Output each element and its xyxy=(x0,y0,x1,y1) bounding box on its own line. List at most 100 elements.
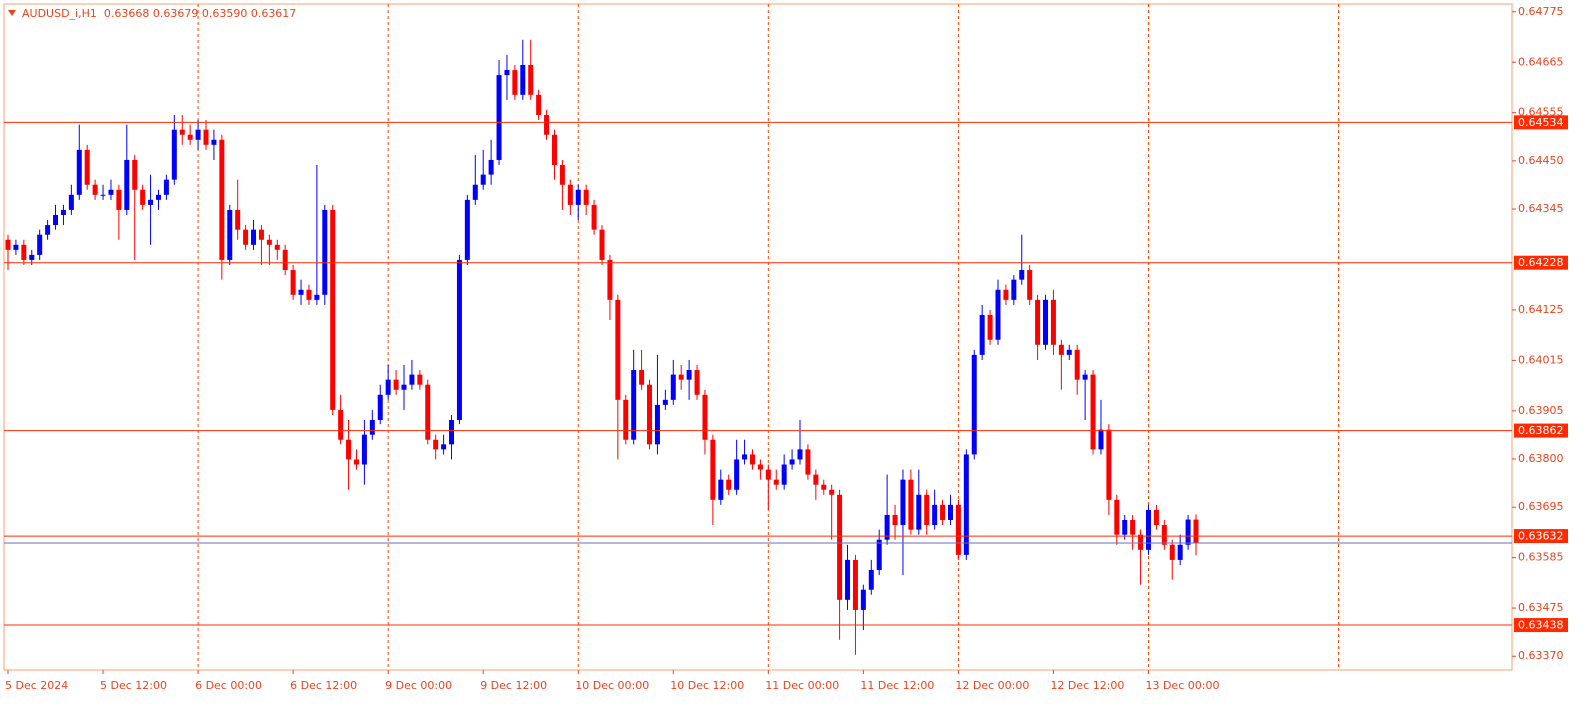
candle-body xyxy=(781,464,787,485)
candle-body xyxy=(647,384,653,445)
x-tick-label: 9 Dec 00:00 xyxy=(385,679,452,692)
candle-body xyxy=(544,115,550,135)
candle-body xyxy=(1035,299,1041,345)
candle-body xyxy=(433,439,439,450)
candle-body xyxy=(559,164,565,185)
candle-body xyxy=(749,454,755,465)
candle-body xyxy=(512,70,518,95)
candle-body xyxy=(1011,279,1017,300)
level-label-box xyxy=(1514,255,1568,270)
candle-body xyxy=(591,204,597,230)
candle-body xyxy=(757,464,763,470)
candle-body xyxy=(718,479,724,500)
candle-body xyxy=(100,194,106,196)
candle-body xyxy=(330,209,336,410)
candle-body xyxy=(1066,349,1072,355)
candle-body xyxy=(1050,299,1056,345)
candle-body xyxy=(211,139,217,145)
candle-body xyxy=(163,179,169,195)
candle-body xyxy=(243,229,249,245)
candle-body xyxy=(227,209,233,260)
candle-body xyxy=(734,459,740,490)
candle-body xyxy=(456,259,462,421)
candle-body xyxy=(821,484,827,490)
candle-body xyxy=(686,370,692,380)
candle-body xyxy=(5,239,11,250)
x-tick-label: 6 Dec 00:00 xyxy=(195,679,262,692)
candle-body xyxy=(607,259,613,300)
x-tick-label: 12 Dec 12:00 xyxy=(1050,679,1124,692)
candle-body xyxy=(924,494,930,526)
candle-body xyxy=(401,384,407,390)
candle-body xyxy=(615,299,621,400)
candle-body xyxy=(742,454,748,460)
candle-body xyxy=(536,94,542,115)
y-tick-label: 0.64775 xyxy=(1518,5,1564,18)
candle-body xyxy=(599,229,605,260)
collapse-triangle[interactable] xyxy=(8,10,16,16)
candle-body xyxy=(108,189,114,195)
candle-body xyxy=(963,454,969,555)
candle-body xyxy=(29,254,35,260)
candle-body xyxy=(338,409,344,440)
candle-body xyxy=(480,174,486,185)
candle-body xyxy=(971,354,977,455)
candle-body xyxy=(995,289,1001,340)
x-tick-label: 5 Dec 12:00 xyxy=(100,679,167,692)
candle-body xyxy=(1074,349,1080,380)
candle-body xyxy=(314,294,320,300)
candle-body xyxy=(837,494,843,600)
x-tick-label: 11 Dec 12:00 xyxy=(860,679,934,692)
candle-body xyxy=(765,469,771,480)
y-tick-label: 0.63475 xyxy=(1518,601,1564,614)
candle-body xyxy=(1161,525,1167,545)
candle-body xyxy=(1130,520,1136,535)
candle-body xyxy=(472,184,478,200)
x-tick-label: 10 Dec 00:00 xyxy=(575,679,649,692)
candle-body xyxy=(488,159,494,175)
candle-body xyxy=(195,129,201,140)
candle-body xyxy=(694,370,700,395)
candle-body xyxy=(1106,429,1112,500)
candle-body xyxy=(979,314,985,355)
candle-body xyxy=(932,504,938,526)
candle-body xyxy=(219,139,225,260)
candle-body xyxy=(1058,344,1064,355)
y-tick-label: 0.63695 xyxy=(1518,500,1564,513)
candle-body xyxy=(45,225,51,235)
candle-body xyxy=(425,384,431,440)
candle-body xyxy=(813,474,819,485)
level-label: 0.64534 xyxy=(1518,116,1564,129)
candle-body xyxy=(1019,270,1025,280)
candle-body xyxy=(797,449,803,460)
candle-body xyxy=(623,399,629,440)
candle-body xyxy=(710,439,716,500)
candle-body xyxy=(1114,499,1120,535)
candle-body xyxy=(876,539,882,571)
candle-body xyxy=(393,379,399,390)
candle-body xyxy=(116,189,122,210)
candle-body xyxy=(639,370,645,385)
candle-body xyxy=(940,504,946,521)
y-tick-label: 0.63800 xyxy=(1518,452,1564,465)
candle-body xyxy=(1145,509,1151,550)
candle-body xyxy=(21,244,27,260)
candle-body xyxy=(1153,509,1159,526)
candle-body xyxy=(987,314,993,340)
chart-title: AUDUSD_i,H1 0.63668 0.63679 0.63590 0.63… xyxy=(22,7,296,20)
candle-body xyxy=(1027,270,1033,300)
candle-body xyxy=(829,489,835,495)
candle-body xyxy=(662,399,668,405)
candle-body xyxy=(441,444,447,450)
level-label-box xyxy=(1514,618,1568,633)
candle-body xyxy=(1082,374,1088,380)
candle-body xyxy=(916,494,922,530)
candle-body xyxy=(567,184,573,205)
candle-body xyxy=(203,129,209,145)
candle-body xyxy=(900,479,906,526)
candle-body xyxy=(583,189,589,205)
candle-body xyxy=(955,504,961,555)
candle-body xyxy=(282,249,288,271)
candle-body xyxy=(377,394,383,421)
candle-body xyxy=(409,374,415,385)
